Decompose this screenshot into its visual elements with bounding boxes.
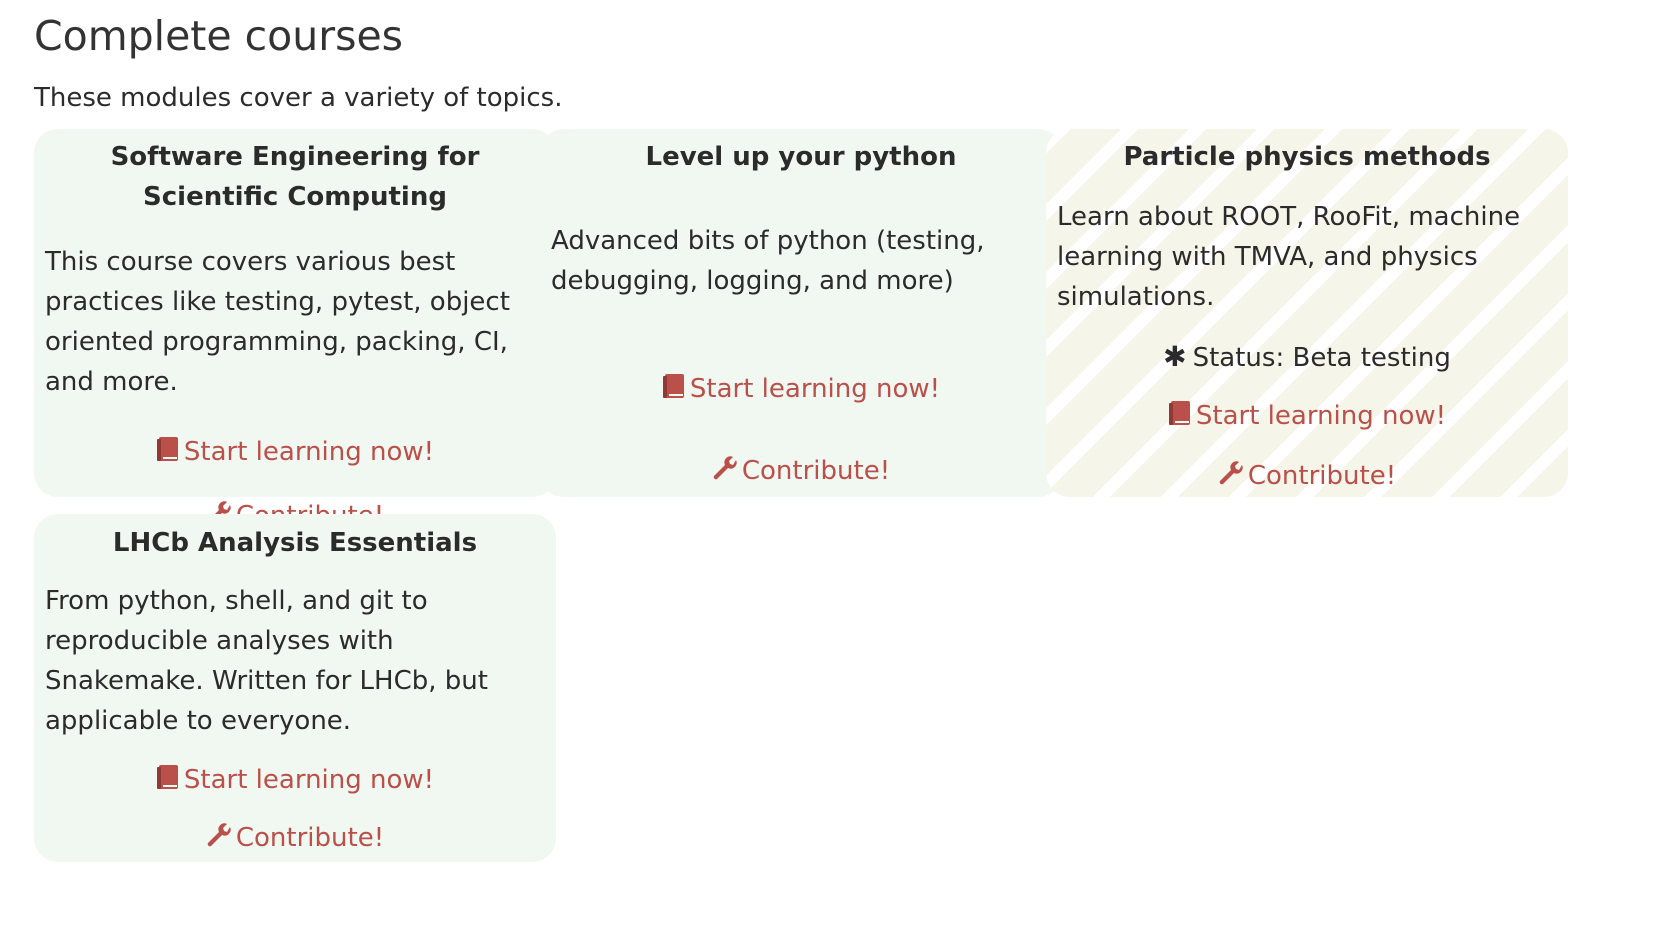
- status-badge: ✱ Status: Beta testing: [1057, 337, 1557, 378]
- wrench-icon: [713, 456, 737, 480]
- course-description: Advanced bits of python (testing, debugg…: [551, 226, 985, 296]
- page-intro: These modules cover a variety of topics.: [34, 83, 563, 113]
- start-learning-label: Start learning now!: [183, 437, 435, 467]
- book-icon: [156, 765, 178, 789]
- course-title: Particle physics methods: [1123, 142, 1491, 172]
- contribute-label: Contribute!: [741, 456, 891, 486]
- page-title: Complete courses: [34, 12, 404, 60]
- start-learning-label: Start learning now!: [1195, 401, 1447, 431]
- course-title: Software Engineering for Scientific Comp…: [110, 142, 480, 212]
- course-description: Learn about ROOT, RooFit, machine learni…: [1057, 202, 1521, 312]
- book-icon: [662, 374, 684, 398]
- courses-page: Complete courses These modules cover a v…: [34, 0, 1634, 116]
- course-description: From python, shell, and git to reproduci…: [45, 586, 488, 736]
- wrench-icon: [207, 823, 231, 847]
- course-description: This course covers various best practice…: [45, 247, 510, 397]
- contribute-label: Contribute!: [1247, 461, 1397, 491]
- course-card-lhcb: LHCb Analysis Essentials From python, sh…: [34, 514, 556, 862]
- start-learning-label: Start learning now!: [183, 765, 435, 795]
- start-learning-label: Start learning now!: [689, 374, 941, 404]
- course-title: LHCb Analysis Essentials: [112, 528, 478, 558]
- course-card-python: Level up your python Advanced bits of py…: [540, 129, 1062, 497]
- status-text: Status: Beta testing: [1192, 343, 1451, 373]
- book-icon: [1168, 401, 1190, 425]
- start-learning-link[interactable]: Start learning now!: [1057, 396, 1557, 436]
- wrench-icon: [1219, 461, 1243, 485]
- contribute-label: Contribute!: [235, 823, 385, 853]
- course-title: Level up your python: [645, 142, 957, 172]
- asterisk-icon: ✱: [1163, 340, 1187, 373]
- start-learning-link[interactable]: Start learning now!: [45, 760, 545, 800]
- start-learning-link[interactable]: Start learning now!: [45, 432, 545, 472]
- contribute-link[interactable]: Contribute!: [45, 818, 545, 858]
- course-card-software-engineering: Software Engineering for Scientific Comp…: [34, 129, 556, 531]
- contribute-link[interactable]: Contribute!: [1057, 456, 1557, 496]
- book-icon: [156, 437, 178, 461]
- start-learning-link[interactable]: Start learning now!: [551, 369, 1051, 409]
- contribute-link[interactable]: Contribute!: [551, 451, 1051, 491]
- course-card-particle-physics: Particle physics methods Learn about ROO…: [1046, 129, 1568, 497]
